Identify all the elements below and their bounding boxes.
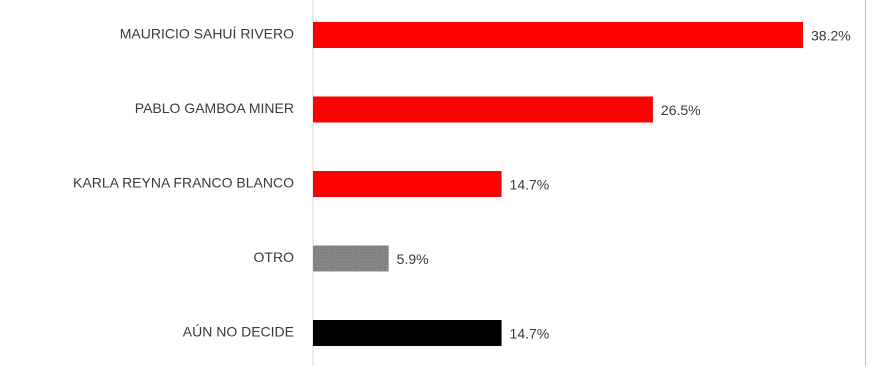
data-label: 5.9% — [397, 251, 429, 267]
category-label: MAURICIO SAHUÍ RIVERO — [120, 26, 294, 42]
bar — [313, 245, 389, 272]
chart-frame: MAURICIO SAHUÍ RIVERO 38.2% PABLO GAMBOA M… — [73, 0, 866, 366]
data-label: 14.7% — [510, 326, 550, 342]
data-label: 14.7% — [510, 177, 550, 193]
category-label: AÚN NO DECIDE — [183, 324, 294, 340]
category-label: PABLO GAMBOA MINER — [135, 100, 294, 116]
bar — [313, 96, 653, 123]
bar — [313, 171, 502, 197]
data-label: 26.5% — [661, 102, 701, 118]
bar — [313, 22, 803, 48]
category-label: OTRO — [254, 249, 295, 265]
bar — [313, 320, 502, 346]
data-label: 38.2% — [811, 28, 851, 44]
category-label: KARLA REYNA FRANCO BLANCO — [73, 175, 294, 191]
bar-chart: MAURICIO SAHUÍ RIVERO 38.2% PABLO GAMBOA M… — [73, 0, 851, 366]
